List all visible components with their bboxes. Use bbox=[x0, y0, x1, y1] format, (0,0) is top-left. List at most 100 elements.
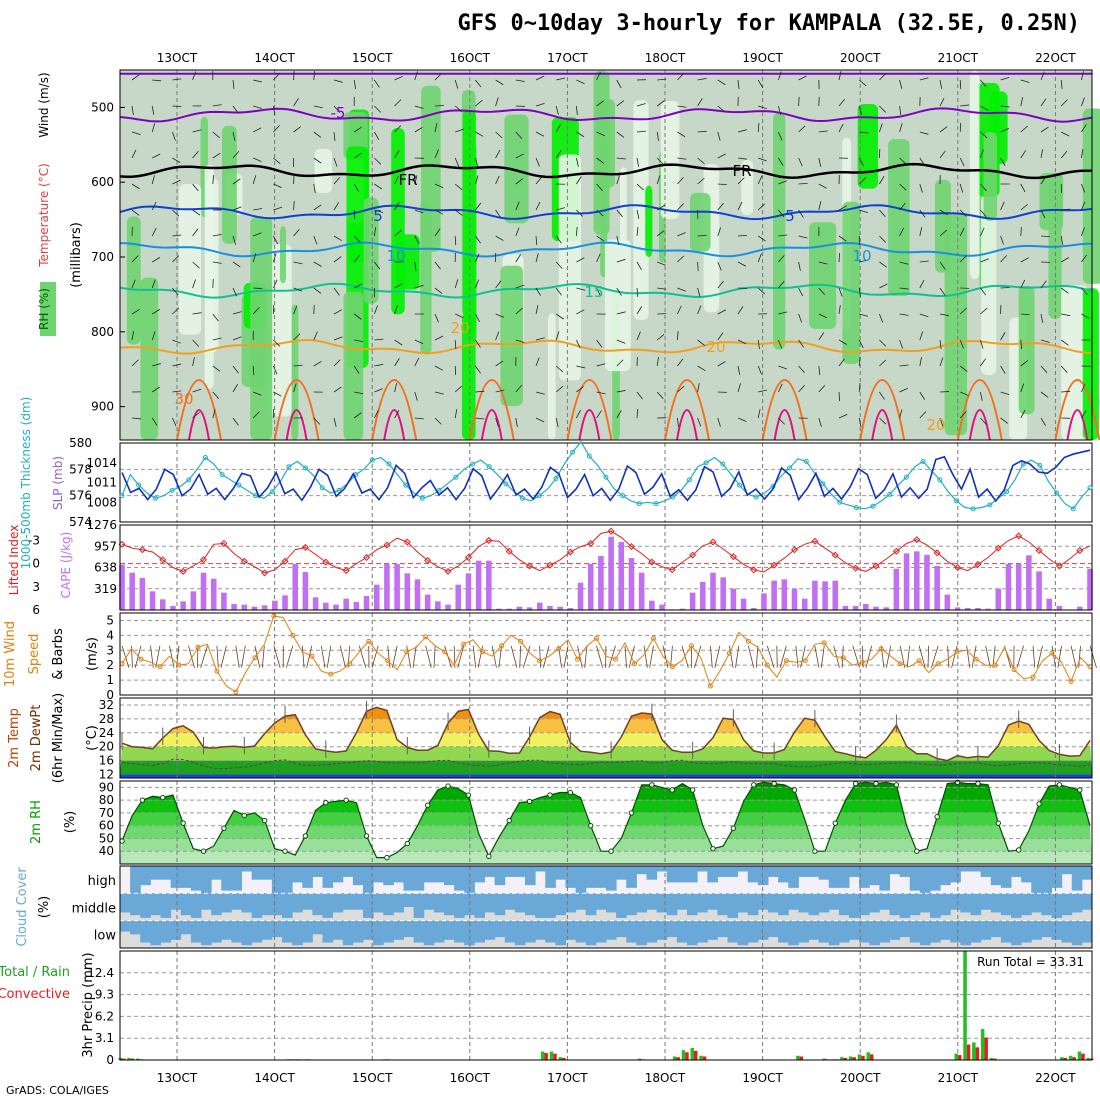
wind-barb bbox=[394, 383, 397, 393]
wind-barb bbox=[959, 122, 962, 133]
cape-bar bbox=[679, 608, 686, 610]
cloud-cell bbox=[616, 866, 627, 880]
wind-barb bbox=[457, 645, 465, 668]
cloud-cell bbox=[1071, 866, 1083, 891]
thickness-point bbox=[403, 482, 409, 488]
cloud-cell bbox=[292, 920, 303, 946]
wind-barb bbox=[1060, 79, 1063, 89]
wind-barb bbox=[273, 279, 278, 289]
wind-barb bbox=[1081, 183, 1086, 193]
wind-barb bbox=[596, 71, 601, 81]
wind-barb bbox=[1040, 149, 1044, 159]
cloud-cell bbox=[525, 866, 536, 886]
wind-speed-point bbox=[840, 655, 846, 661]
wind-barb bbox=[253, 79, 263, 83]
wind-barb bbox=[927, 645, 930, 668]
wind-barb bbox=[333, 157, 338, 167]
rh-tick-label: 50 bbox=[99, 831, 114, 845]
wind-barb bbox=[563, 645, 569, 668]
thickness-point bbox=[503, 481, 509, 487]
wind-barb bbox=[636, 183, 644, 191]
bottom-date-tick-label: 17OCT bbox=[547, 1071, 588, 1085]
wind-barb bbox=[192, 312, 202, 315]
rh-contour-band bbox=[1061, 285, 1088, 440]
isotherm-line bbox=[871, 409, 894, 441]
cloud-cell bbox=[1071, 893, 1083, 913]
wind-barb bbox=[818, 183, 827, 189]
wind-speed-point bbox=[992, 662, 998, 668]
wind-tick-label: 2 bbox=[106, 658, 114, 672]
wind-barb bbox=[677, 385, 685, 393]
wind-barb bbox=[697, 234, 707, 237]
wind-barb bbox=[778, 234, 788, 237]
wind-barb bbox=[697, 365, 706, 372]
thickness-point bbox=[536, 493, 542, 499]
cloud-cell bbox=[363, 866, 374, 894]
cape-bar bbox=[863, 604, 869, 610]
top-date-tick-label: 15OCT bbox=[352, 51, 393, 65]
cape-bar bbox=[750, 608, 757, 610]
wind-barb bbox=[980, 258, 989, 263]
precip-convective-bar bbox=[130, 1058, 135, 1060]
wind-barb bbox=[798, 313, 803, 323]
wind-barb bbox=[717, 332, 724, 341]
wind-barb bbox=[253, 208, 263, 211]
cloud-cell bbox=[170, 893, 182, 910]
rh-point bbox=[1036, 801, 1042, 807]
cloud-cell bbox=[302, 866, 313, 888]
wind-barb bbox=[757, 287, 766, 295]
thickness-point bbox=[219, 472, 225, 478]
wind-barb bbox=[354, 391, 364, 395]
cloud-cell bbox=[990, 866, 1002, 886]
wind-barb bbox=[293, 70, 295, 81]
wind-barb bbox=[670, 645, 673, 668]
wind-barb bbox=[495, 360, 504, 367]
wind-barb bbox=[475, 390, 485, 393]
rh-point bbox=[588, 822, 594, 829]
wind-barb bbox=[374, 305, 378, 315]
temp-color-band bbox=[120, 698, 1092, 705]
cloud-cell bbox=[575, 866, 587, 894]
wind-barb bbox=[285, 645, 294, 668]
lifted-index-line bbox=[121, 530, 1091, 574]
temp-axis-label: 2m Temp bbox=[7, 708, 22, 768]
precip-convective-bar bbox=[870, 1054, 874, 1060]
wind-barb bbox=[717, 227, 721, 237]
cloud-cell bbox=[282, 920, 293, 943]
wind-barb bbox=[879, 105, 886, 113]
cloud-cell bbox=[687, 920, 698, 946]
wind-barb bbox=[919, 331, 924, 341]
wind-barb bbox=[717, 131, 721, 141]
wind-speed-point bbox=[347, 661, 353, 667]
wind-barb bbox=[1020, 150, 1026, 159]
wind-barb bbox=[1020, 125, 1028, 133]
cloud-cell bbox=[221, 920, 232, 940]
thickness-point bbox=[953, 498, 959, 504]
cloud-cell bbox=[1021, 866, 1032, 883]
wind-barb bbox=[1020, 79, 1030, 83]
precip-total-bar bbox=[549, 1051, 554, 1060]
cape-bar bbox=[740, 598, 747, 610]
isotherm-line bbox=[859, 379, 906, 441]
wind-barb bbox=[596, 645, 604, 668]
wind-barb bbox=[151, 175, 155, 185]
wind-barb bbox=[353, 235, 361, 243]
wind-barb bbox=[273, 157, 281, 165]
wind-barb bbox=[394, 358, 400, 367]
cloud-cell bbox=[828, 920, 840, 946]
wind-barb bbox=[253, 232, 262, 237]
wind-speed-point bbox=[821, 640, 827, 646]
lifted-axis-label: Lifted Index bbox=[7, 525, 21, 596]
cape-bar bbox=[180, 601, 186, 610]
pressure-tick-label: 500 bbox=[91, 100, 114, 114]
wind-barb bbox=[717, 183, 727, 186]
wind-barb bbox=[662, 645, 669, 668]
cloud-cell bbox=[1061, 920, 1073, 943]
cape-bar bbox=[210, 578, 217, 610]
wind-legend-label: Wind (m/s) bbox=[37, 72, 51, 137]
wind-barb bbox=[1020, 97, 1024, 107]
wind-barb bbox=[535, 75, 545, 81]
lifted-index-point bbox=[627, 543, 636, 551]
wind-barb bbox=[121, 645, 130, 668]
